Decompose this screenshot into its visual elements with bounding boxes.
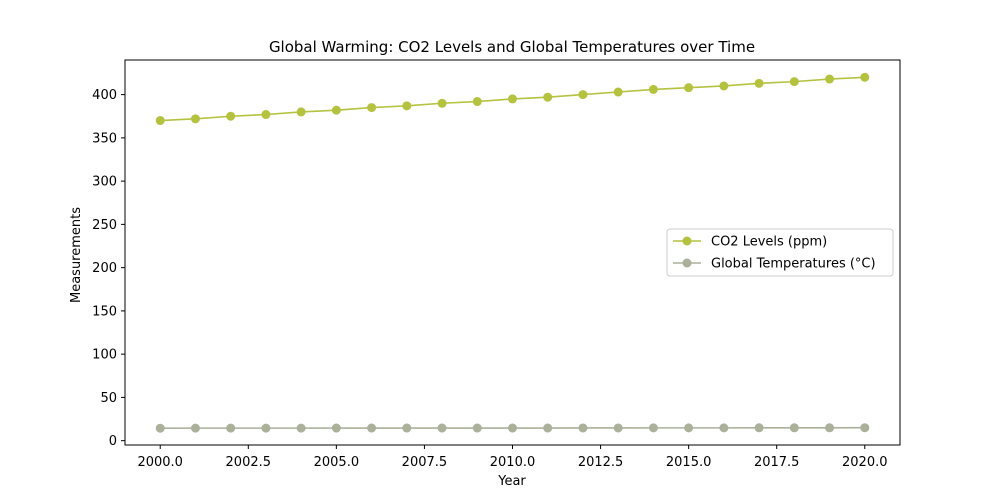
series-1 (155, 423, 870, 433)
y-tick-label: 300 (92, 175, 117, 190)
x-tick-label: 2005.0 (314, 455, 360, 470)
data-point (437, 423, 447, 433)
data-point (578, 90, 588, 100)
y-tick-label: 200 (92, 261, 117, 276)
data-point (261, 110, 271, 120)
data-point (860, 72, 870, 82)
data-point (543, 423, 553, 433)
y-axis: 0 50 100 150 200 250 300 350 400 (92, 88, 125, 449)
data-point (648, 84, 658, 94)
data-point (825, 74, 835, 84)
data-point (754, 78, 764, 88)
data-point (543, 92, 553, 102)
y-tick-label: 50 (100, 391, 117, 406)
data-point (402, 423, 412, 433)
data-point (437, 98, 447, 108)
y-tick-label: 150 (92, 304, 117, 319)
x-tick-label: 2007.5 (402, 455, 448, 470)
series-layer (155, 72, 870, 433)
data-point (472, 97, 482, 107)
y-tick-label: 350 (92, 131, 117, 146)
data-point (155, 423, 165, 433)
x-tick-label: 2020.0 (842, 455, 888, 470)
data-point (789, 77, 799, 87)
legend: CO2 Levels (ppm) Global Temperatures (°C) (666, 228, 894, 277)
data-point (296, 423, 306, 433)
legend-label: CO2 Levels (ppm) (711, 235, 827, 250)
data-point (508, 94, 517, 104)
legend-marker (682, 258, 692, 268)
data-point (825, 423, 835, 433)
legend-box (666, 228, 894, 277)
chart-title: Global Warming: CO2 Levels and Global Te… (269, 38, 755, 56)
data-point (613, 423, 623, 433)
data-point (155, 116, 165, 126)
x-tick-label: 2012.5 (578, 455, 624, 470)
legend-marker (682, 236, 692, 246)
y-tick-label: 0 (109, 434, 117, 449)
data-point (226, 111, 236, 121)
data-point (613, 87, 623, 97)
data-point (190, 423, 200, 433)
data-point (402, 101, 412, 111)
data-point (367, 423, 377, 433)
data-point (190, 114, 200, 124)
y-tick-label: 250 (92, 218, 117, 233)
x-tick-label: 2017.5 (754, 455, 800, 470)
y-axis-label: Measurements (69, 207, 84, 303)
legend-label: Global Temperatures (°C) (711, 257, 876, 272)
data-point (648, 423, 658, 433)
data-point (578, 423, 588, 433)
data-point (331, 423, 341, 433)
data-point (226, 423, 236, 433)
x-tick-label: 2015.0 (666, 455, 712, 470)
legend-items: CO2 Levels (ppm) Global Temperatures (°C) (673, 235, 876, 272)
data-point (508, 423, 517, 433)
data-point (331, 105, 341, 115)
data-point (472, 423, 482, 433)
x-axis-label: Year (497, 474, 526, 489)
data-point (684, 83, 694, 93)
x-tick-label: 2000.0 (137, 455, 183, 470)
x-tick-label: 2010.0 (490, 455, 536, 470)
data-point (719, 423, 729, 433)
x-tick-label: 2002.5 (226, 455, 272, 470)
series-0 (155, 72, 870, 126)
y-tick-label: 400 (92, 88, 117, 103)
data-point (684, 423, 694, 433)
data-point (296, 107, 306, 117)
data-point (367, 103, 377, 113)
x-axis: 2000.0 2002.5 2005.0 2007.5 2010.0 2012.5 2015… (137, 445, 888, 470)
data-point (789, 423, 799, 433)
data-point (754, 423, 764, 433)
y-tick-label: 100 (92, 348, 117, 363)
data-point (719, 81, 729, 91)
data-point (261, 423, 271, 433)
data-point (860, 423, 870, 433)
